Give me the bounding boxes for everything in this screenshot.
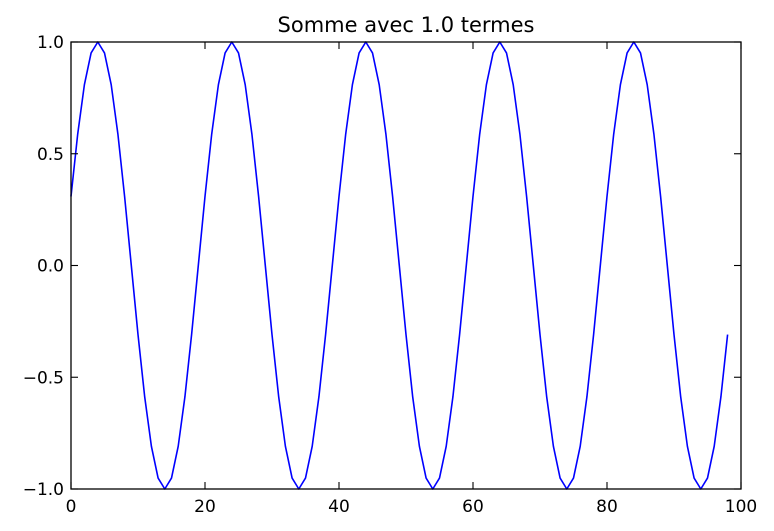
plot-area bbox=[71, 42, 741, 489]
x-tick-label: 20 bbox=[194, 497, 216, 517]
y-tick-label: −0.5 bbox=[23, 368, 64, 388]
x-tick-label: 100 bbox=[725, 497, 757, 517]
series-layer bbox=[70, 41, 729, 490]
series-line-0 bbox=[70, 41, 729, 490]
chart-title: Somme avec 1.0 termes bbox=[278, 13, 535, 37]
x-tick-label: 40 bbox=[328, 497, 350, 517]
y-tick-label: −1.0 bbox=[23, 480, 64, 500]
x-tick-label: 0 bbox=[66, 497, 77, 517]
y-tick-label: 1.0 bbox=[37, 33, 64, 53]
x-tick-label: 60 bbox=[462, 497, 484, 517]
y-tick-label: 0.5 bbox=[37, 145, 64, 165]
plot-frame bbox=[70, 41, 742, 490]
x-tick-label: 80 bbox=[596, 497, 618, 517]
y-tick-label: 0.0 bbox=[37, 257, 64, 277]
